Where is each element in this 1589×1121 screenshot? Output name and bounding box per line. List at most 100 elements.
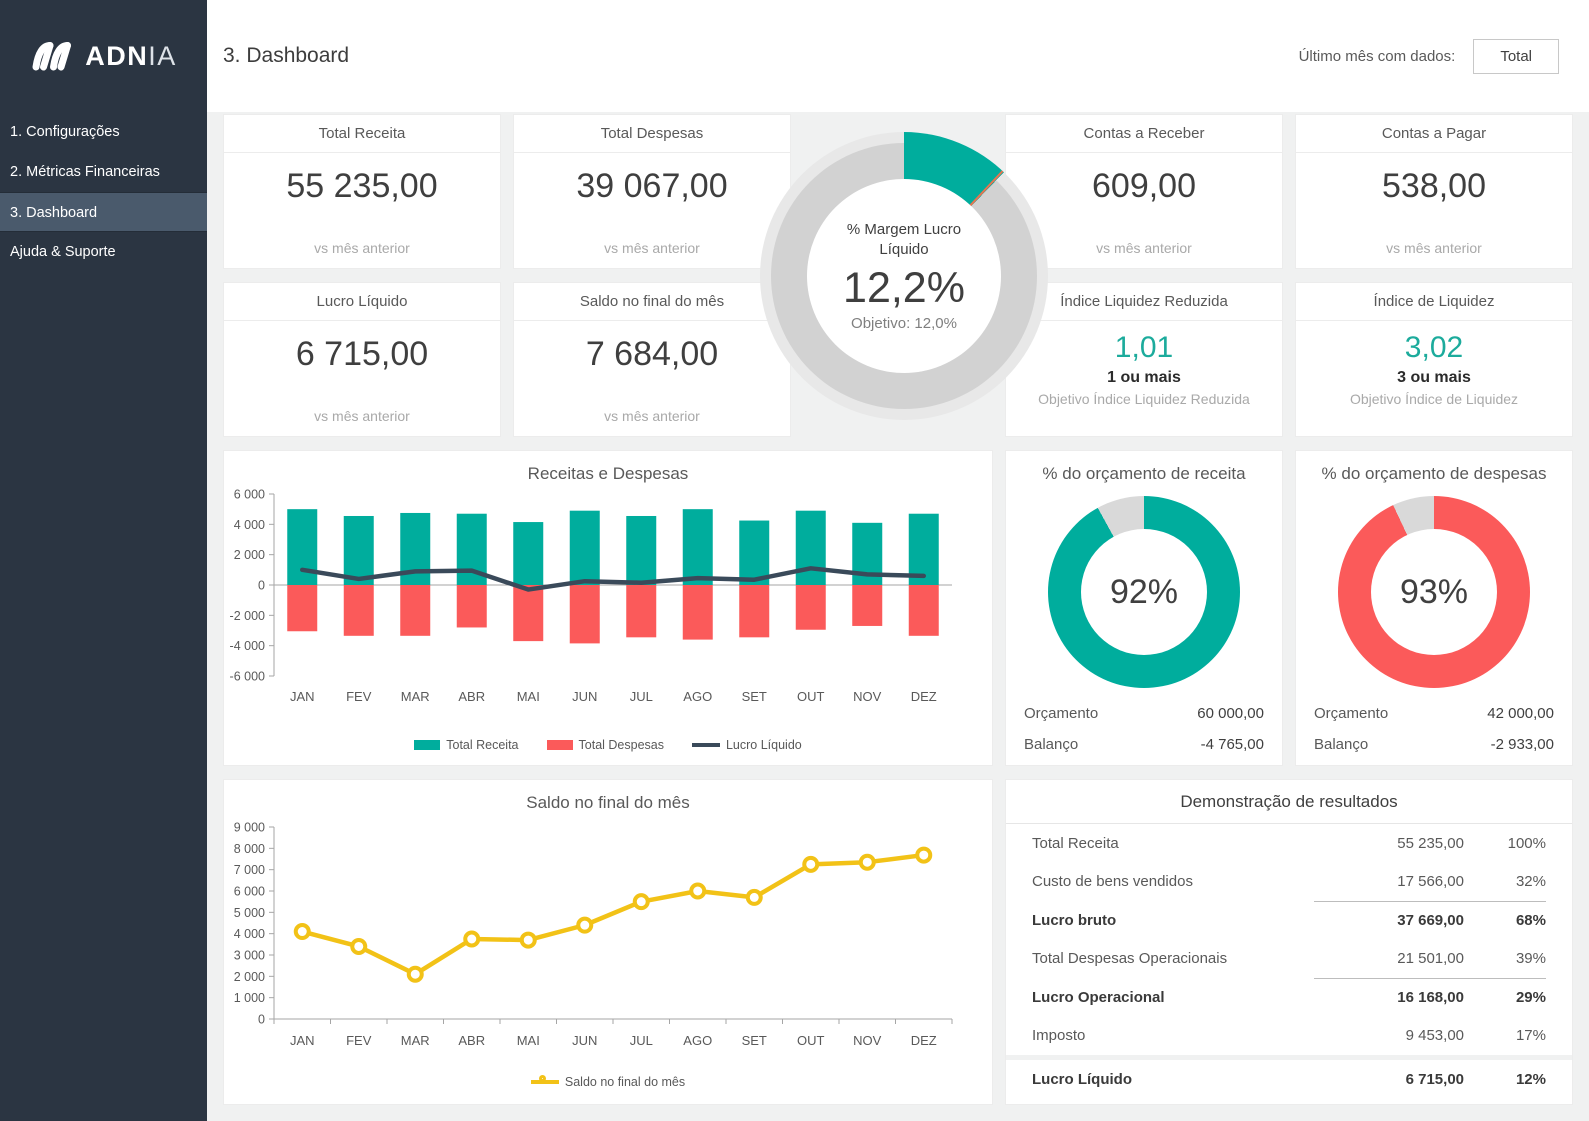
- table-row-percent: 100%: [1464, 824, 1546, 863]
- table-row: Lucro bruto37 669,0068%: [1006, 901, 1572, 940]
- dashboard-content: Total Receita 55 235,00 vs mês anterior …: [207, 112, 1589, 1121]
- budget-row: Orçamento 60 000,00: [1024, 698, 1264, 729]
- budget-row-label: Balanço: [1024, 736, 1078, 753]
- svg-text:6 000: 6 000: [234, 488, 265, 502]
- kpi-card-subtext: Objetivo Índice de Liquidez: [1350, 391, 1518, 407]
- budget-row-value: 42 000,00: [1487, 705, 1554, 722]
- svg-text:5 000: 5 000: [234, 906, 265, 920]
- budget-row-value: -2 933,00: [1491, 736, 1554, 753]
- kpi-card-subtext: vs mês anterior: [1386, 240, 1482, 256]
- table-row-value: 6 715,00: [1314, 1060, 1464, 1099]
- app-window: ADNIA 1. Configurações 2. Métricas Finan…: [0, 0, 1589, 1121]
- margin-gauge-title: % Margem Lucro Líquido: [824, 220, 984, 261]
- budget-receita-donut: 92%: [1048, 496, 1240, 688]
- svg-text:JUL: JUL: [630, 689, 653, 704]
- donut-percentage: 93%: [1400, 573, 1468, 612]
- table-row-label: Lucro bruto: [1032, 912, 1314, 929]
- budget-row-label: Orçamento: [1024, 705, 1098, 722]
- table-row-value: 16 168,00: [1314, 978, 1464, 1017]
- sidebar-item-configuracoes[interactable]: 1. Configurações: [0, 112, 207, 152]
- chart-title: Receitas e Despesas: [224, 464, 992, 484]
- svg-text:JUN: JUN: [572, 1033, 597, 1048]
- table-row-percent: 12%: [1464, 1060, 1546, 1099]
- kpi-card-contas-a-pagar: Contas a Pagar 538,00 vs mês anterior: [1295, 114, 1573, 269]
- budget-row-value: 60 000,00: [1197, 705, 1264, 722]
- svg-text:4 000: 4 000: [234, 518, 265, 532]
- table-row-value: 17 566,00: [1314, 863, 1464, 902]
- svg-text:2 000: 2 000: [234, 970, 265, 984]
- total-filter-button[interactable]: Total: [1473, 39, 1559, 74]
- table-row-percent: 39%: [1464, 940, 1546, 979]
- svg-text:SET: SET: [742, 689, 767, 704]
- svg-text:0: 0: [258, 1013, 265, 1027]
- kpi-card-title: Lucro Líquido: [224, 283, 500, 321]
- svg-text:MAI: MAI: [517, 1033, 540, 1048]
- table-row-label: Lucro Líquido: [1032, 1071, 1314, 1088]
- svg-text:-2 000: -2 000: [230, 609, 265, 623]
- last-month-label: Último mês com dados:: [1299, 48, 1456, 65]
- table-row-value: 9 453,00: [1314, 1017, 1464, 1056]
- app-logo-text: ADNIA: [85, 41, 177, 72]
- svg-text:8 000: 8 000: [234, 842, 265, 856]
- table-row-value: 55 235,00: [1314, 824, 1464, 863]
- sidebar-nav: 1. Configurações 2. Métricas Financeiras…: [0, 112, 207, 272]
- receitas-despesas-chart-panel: Receitas e Despesas -6 000-4 000-2 00002…: [223, 450, 993, 766]
- svg-text:ABR: ABR: [458, 1033, 485, 1048]
- table-row-percent: 17%: [1464, 1017, 1546, 1056]
- svg-text:DEZ: DEZ: [911, 689, 937, 704]
- sidebar-item-dashboard[interactable]: 3. Dashboard: [0, 192, 207, 232]
- adnia-logo-icon: [30, 40, 76, 72]
- table-row-label: Lucro Operacional: [1032, 989, 1314, 1006]
- sidebar-item-ajuda-suporte[interactable]: Ajuda & Suporte: [0, 232, 207, 272]
- svg-text:NOV: NOV: [853, 1033, 882, 1048]
- table-row-label: Imposto: [1032, 1027, 1314, 1044]
- kpi-card-title: Contas a Pagar: [1296, 115, 1572, 153]
- budget-row-label: Orçamento: [1314, 705, 1388, 722]
- svg-text:OUT: OUT: [797, 689, 825, 704]
- sidebar-item-metricas-financeiras[interactable]: 2. Métricas Financeiras: [0, 152, 207, 192]
- app-logo: ADNIA: [0, 0, 207, 112]
- legend-item: Total Despesas: [547, 738, 664, 752]
- svg-text:1 000: 1 000: [234, 991, 265, 1005]
- svg-text:MAI: MAI: [517, 689, 540, 704]
- table-row-value: 37 669,00: [1314, 901, 1464, 940]
- svg-text:NOV: NOV: [853, 689, 882, 704]
- svg-text:FEV: FEV: [346, 1033, 372, 1048]
- kpi-card-total-receita: Total Receita 55 235,00 vs mês anterior: [223, 114, 501, 269]
- kpi-card-value: 3,02: [1405, 331, 1463, 365]
- page-header: 3. Dashboard Último mês com dados: Total: [207, 0, 1589, 112]
- kpi-card-subtext: vs mês anterior: [604, 408, 700, 424]
- table-row: Total Despesas Operacionais21 501,0039%: [1006, 940, 1572, 979]
- chart-title: % do orçamento de despesas: [1322, 464, 1547, 484]
- svg-text:4 000: 4 000: [234, 927, 265, 941]
- kpi-card-subtext: vs mês anterior: [1096, 240, 1192, 256]
- budget-row: Balanço -4 765,00: [1024, 729, 1264, 760]
- legend-item: Total Receita: [414, 738, 518, 752]
- kpi-card-value: 55 235,00: [286, 167, 437, 206]
- table-row-label: Custo de bens vendidos: [1032, 873, 1314, 890]
- svg-text:7 000: 7 000: [234, 863, 265, 877]
- margin-gauge-target-label: Objetivo: 12,0%: [851, 315, 957, 332]
- svg-text:JUN: JUN: [572, 689, 597, 704]
- svg-text:OUT: OUT: [797, 1033, 825, 1048]
- receitas-despesas-chart: -6 000-4 000-2 00002 0004 0006 000JANFEV…: [224, 488, 992, 737]
- donut-percentage: 92%: [1110, 573, 1178, 612]
- table-row-percent: 32%: [1464, 863, 1546, 902]
- svg-text:JAN: JAN: [290, 1033, 315, 1048]
- budget-row: Orçamento 42 000,00: [1314, 698, 1554, 729]
- kpi-card-subtext: vs mês anterior: [604, 240, 700, 256]
- svg-text:-4 000: -4 000: [230, 639, 265, 653]
- legend-item: Saldo no final do mês: [531, 1075, 685, 1089]
- saldo-chart-panel: Saldo no final do mês 01 0002 0003 0004 …: [223, 779, 993, 1105]
- kpi-card-value: 7 684,00: [586, 335, 718, 374]
- svg-text:FEV: FEV: [346, 689, 372, 704]
- kpi-card-goal: 3 ou mais: [1397, 369, 1471, 387]
- kpi-card-subtext: vs mês anterior: [314, 240, 410, 256]
- table-row: Lucro Líquido6 715,0012%: [1006, 1055, 1572, 1099]
- kpi-card-title: Total Despesas: [514, 115, 790, 153]
- kpi-card-title: Total Receita: [224, 115, 500, 153]
- margin-gauge: % Margem Lucro Líquido 12,2% Objetivo: 1…: [760, 132, 1048, 420]
- budget-despesas-donut-panel: % do orçamento de despesas 93% Orçamento…: [1295, 450, 1573, 766]
- results-table-panel: Demonstração de resultados Total Receita…: [1005, 779, 1573, 1105]
- budget-row-label: Balanço: [1314, 736, 1368, 753]
